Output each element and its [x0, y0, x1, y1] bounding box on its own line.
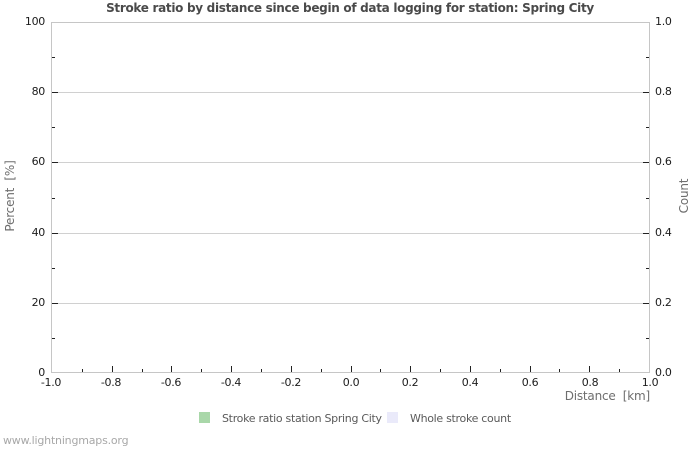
x-tick-label: 0.6	[521, 376, 539, 389]
x-minor-tick	[82, 369, 83, 372]
y-left-tick-label: 100	[24, 15, 45, 28]
x-axis-title: Distance [km]	[564, 389, 651, 403]
y-right-tick-label: 0.6	[655, 155, 672, 168]
y-left-tick-label: 40	[31, 226, 46, 239]
x-minor-tick	[142, 369, 143, 372]
y-right-minor-tick	[646, 338, 649, 339]
y-right-tick-label: 0.8	[655, 85, 672, 98]
gridline	[52, 303, 649, 304]
y-left-major-tick	[52, 303, 58, 304]
y-left-major-tick	[52, 162, 58, 163]
gridline	[52, 92, 649, 93]
legend-label: Stroke ratio station Spring City	[222, 412, 382, 425]
y-left-tick-label: 20	[31, 296, 46, 309]
y-left-tick-label: 0	[38, 366, 45, 379]
x-major-tick	[291, 366, 292, 372]
x-tick-label: -0.6	[160, 376, 182, 389]
x-major-tick	[589, 366, 590, 372]
x-tick-label: 0.0	[342, 376, 360, 389]
y-right-minor-tick	[646, 268, 649, 269]
y-right-tick-label: 0.2	[655, 296, 672, 309]
x-minor-tick	[559, 369, 560, 372]
x-tick-label: -1.0	[40, 376, 62, 389]
x-tick-label: -0.8	[100, 376, 122, 389]
chart-title: Stroke ratio by distance since begin of …	[106, 1, 594, 15]
legend: Stroke ratio station Spring City Whole s…	[0, 411, 700, 427]
y-right-axis-title: Count	[677, 178, 691, 214]
x-tick-label: -0.2	[280, 376, 302, 389]
x-major-tick	[231, 366, 232, 372]
x-minor-tick	[261, 369, 262, 372]
x-tick-label: 1.0	[641, 376, 659, 389]
y-left-minor-tick	[52, 338, 55, 339]
plot-area	[51, 22, 650, 373]
x-tick-label: 0.4	[461, 376, 479, 389]
y-right-minor-tick	[646, 198, 649, 199]
y-right-tick-label: 1.0	[655, 15, 672, 28]
y-left-minor-tick	[52, 268, 55, 269]
gridline	[52, 233, 649, 234]
legend-label: Whole stroke count	[410, 412, 511, 425]
y-left-minor-tick	[52, 57, 55, 58]
x-major-tick	[112, 366, 113, 372]
y-right-major-tick	[643, 92, 649, 93]
x-major-tick	[530, 366, 531, 372]
y-right-major-tick	[643, 303, 649, 304]
legend-swatch-whole-stroke-count	[387, 412, 398, 423]
x-major-tick	[171, 366, 172, 372]
x-tick-label: 0.2	[401, 376, 419, 389]
y-left-tick-label: 80	[31, 85, 46, 98]
x-minor-tick	[619, 369, 620, 372]
y-right-minor-tick	[646, 57, 649, 58]
y-left-minor-tick	[52, 127, 55, 128]
y-right-tick-label: 0.0	[655, 366, 672, 379]
x-minor-tick	[500, 369, 501, 372]
y-left-major-tick	[52, 233, 58, 234]
x-minor-tick	[201, 369, 202, 372]
y-right-major-tick	[643, 233, 649, 234]
y-left-axis-title: Percent [%]	[3, 160, 17, 232]
y-right-tick-label: 0.4	[655, 226, 672, 239]
watermark: www.lightningmaps.org	[3, 434, 129, 447]
x-tick-label: -0.4	[220, 376, 242, 389]
y-right-major-tick	[643, 162, 649, 163]
gridline	[52, 162, 649, 163]
x-major-tick	[470, 366, 471, 372]
y-right-minor-tick	[646, 127, 649, 128]
x-major-tick	[410, 366, 411, 372]
y-left-tick-label: 60	[31, 155, 46, 168]
x-minor-tick	[440, 369, 441, 372]
legend-swatch-stroke-ratio	[199, 412, 210, 423]
y-left-major-tick	[52, 92, 58, 93]
x-tick-label: 0.8	[581, 376, 599, 389]
y-left-minor-tick	[52, 198, 55, 199]
x-minor-tick	[380, 369, 381, 372]
x-minor-tick	[321, 369, 322, 372]
x-major-tick	[351, 366, 352, 372]
